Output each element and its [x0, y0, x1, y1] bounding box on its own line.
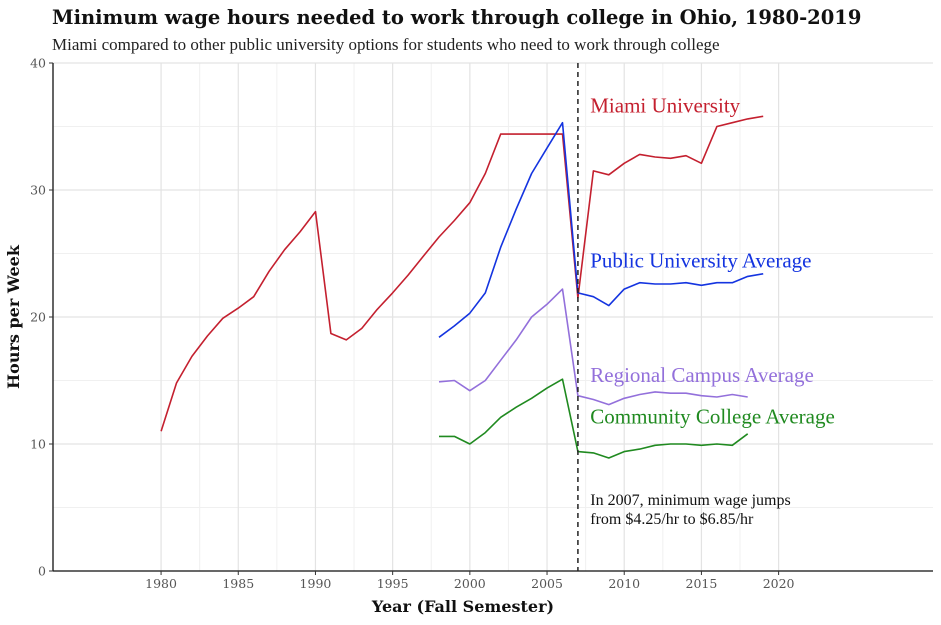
x-tick-label: 1995 — [377, 576, 409, 591]
series-line-public-university-average — [438, 121, 764, 338]
x-tick-label: 2005 — [531, 576, 563, 591]
series-lines — [160, 115, 764, 459]
x-tick-label: 1985 — [222, 576, 254, 591]
series-line-miami-university — [160, 115, 764, 432]
annotation-line: In 2007, minimum wage jumps — [590, 492, 790, 509]
x-tick-label: 1980 — [145, 576, 177, 591]
annotation: In 2007, minimum wage jumps from $4.25/hr… — [590, 492, 790, 528]
annotation-line: from $4.25/hr to $6.85/hr — [590, 511, 754, 528]
x-axis-title: Year (Fall Semester) — [371, 597, 554, 616]
grid-lines — [53, 62, 933, 572]
x-tick-label: 2000 — [454, 576, 486, 591]
y-axis-title: Hours per Week — [4, 244, 23, 389]
series-labels: Miami University Public University Averag… — [590, 94, 835, 429]
y-tick-label: 10 — [30, 437, 46, 452]
tick-labels: 0 10 20 30 40 1980 1985 1990 1995 2000 2005 2010 201… — [30, 56, 794, 592]
x-tick-label: 2020 — [763, 576, 795, 591]
y-tick-label: 30 — [30, 183, 46, 198]
series-line-community-college-average — [439, 378, 749, 459]
axes — [49, 62, 933, 575]
chart-title: Minimum wage hours needed to work throug… — [52, 6, 862, 29]
y-tick-label: 40 — [30, 56, 46, 71]
series-label-public-university-average: Public University Average — [590, 248, 811, 272]
series-label-regional-campus-average: Regional Campus Average — [590, 363, 814, 387]
series-line-regional-campus-average — [438, 288, 748, 406]
series-label-miami-university: Miami University — [590, 94, 740, 118]
x-tick-label: 2015 — [686, 576, 718, 591]
chart-subtitle: Miami compared to other public universit… — [52, 35, 720, 54]
series-label-community-college-average: Community College Average — [590, 405, 835, 429]
y-tick-label: 0 — [38, 564, 46, 579]
x-tick-label: 2010 — [608, 576, 640, 591]
x-tick-label: 1990 — [300, 576, 332, 591]
y-tick-label: 20 — [30, 310, 46, 325]
